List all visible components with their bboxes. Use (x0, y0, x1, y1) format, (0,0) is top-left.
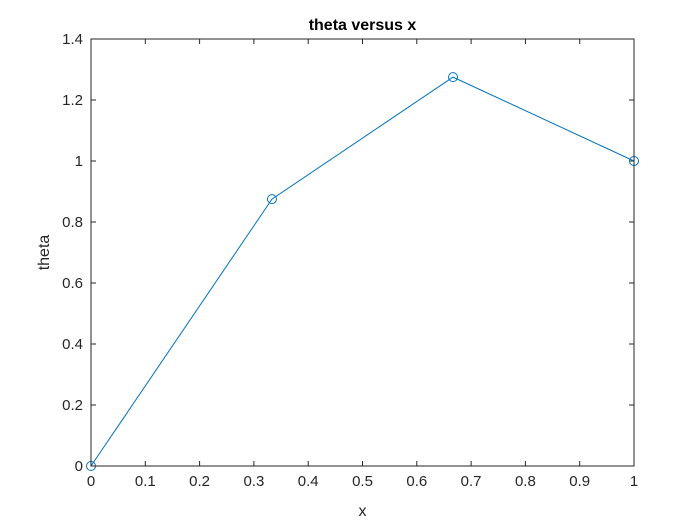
ticks-layer: 0 0.1 0.2 0.3 0.4 0.5 0.6 0.7 0.8 0.9 1 0 0.2 0.4 0.6 0… (62, 31, 638, 490)
x-tick-label: 0.2 (189, 473, 210, 490)
series-line (90, 76, 635, 467)
plot-frame (90, 38, 635, 467)
y-tick-label: 1.4 (62, 31, 83, 48)
x-tick-label: 0.8 (515, 473, 536, 490)
data-point-marker (266, 194, 277, 205)
y-tick-label: 0.6 (62, 275, 83, 292)
x-tick-label: 0.9 (569, 473, 590, 490)
x-tick-label: 0.3 (243, 473, 264, 490)
y-axis-label: theta (36, 235, 53, 271)
x-tick-label: 0.4 (298, 473, 319, 490)
plot-area (91, 39, 634, 466)
y-tick-label: 0.8 (62, 214, 83, 231)
y-tick-label: 0.2 (62, 397, 83, 414)
chart-title: theta versus x (309, 17, 417, 34)
y-tick-label: 1.2 (62, 92, 83, 109)
y-tick-label: 1 (75, 153, 83, 170)
x-tick-label: 0.7 (461, 473, 482, 490)
x-tick-label: 1 (630, 473, 638, 490)
x-tick-label: 0.5 (352, 473, 373, 490)
x-axis-label: x (359, 503, 367, 520)
data-point-marker (448, 72, 459, 83)
x-tick-label: 0.1 (135, 473, 156, 490)
x-tick-label: 0 (87, 473, 95, 490)
y-tick-label: 0 (75, 458, 83, 475)
y-tick-label: 0.4 (62, 336, 83, 353)
x-tick-label: 0.6 (406, 473, 427, 490)
